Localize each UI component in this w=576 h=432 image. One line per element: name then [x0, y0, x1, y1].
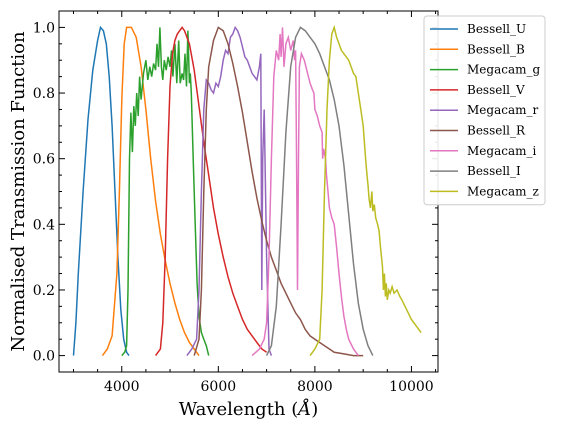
legend-frame: [423, 15, 546, 206]
x-tick-label: 8000: [297, 379, 333, 395]
series-line-megacam-r: [186, 25, 273, 357]
x-tick-label: 4000: [104, 379, 140, 395]
legend: Bessell_U Bessell_B Megacam_g Bessell_V Mega…: [423, 15, 546, 206]
series-line-megacam-z: [309, 24, 422, 357]
y-tick-label: 0.0: [33, 349, 55, 365]
series-layer: [72, 24, 422, 357]
series-line-megacam-i: [251, 27, 359, 357]
series-line-bessell-v: [154, 26, 268, 357]
x-axis-title-text: Wavelength (: [179, 399, 299, 420]
legend-label: Bessell_I: [467, 164, 521, 178]
legend-label: Bessell_B: [467, 42, 525, 56]
legend-label: Megacam_i: [467, 144, 536, 158]
x-axis-title-unit: Å: [296, 398, 311, 420]
series-line-bessell-r: [193, 26, 364, 357]
y-tick-label: 0.2: [33, 283, 55, 299]
x-tick-label: 6000: [201, 379, 237, 395]
series-line-megacam-g: [121, 27, 210, 357]
legend-label: Megacam_z: [467, 184, 539, 198]
legend-label: Bessell_R: [467, 124, 526, 138]
legend-label: Bessell_U: [467, 22, 526, 36]
series-line-bessell-b: [101, 26, 200, 357]
ticks-layer: 4000 6000 8000 10000 0.0 0.2 0.4 0.6 0.8 1.0: [33, 11, 438, 395]
series-line-bessell-u: [72, 25, 130, 357]
legend-label: Megacam_r: [467, 103, 538, 117]
y-tick-label: 0.6: [33, 152, 55, 168]
x-axis-title: Wavelength (Å): [179, 398, 319, 420]
y-tick-label: 1.0: [33, 20, 55, 36]
y-axis-title: Normalised Transmission Function: [8, 31, 29, 352]
x-axis-title-close: ): [311, 399, 318, 420]
legend-label: Megacam_g: [467, 63, 540, 77]
series-line-bessell-i: [265, 26, 374, 356]
y-tick-label: 0.4: [33, 217, 55, 233]
x-tick-label: 10000: [389, 379, 434, 395]
legend-label: Bessell_V: [467, 83, 525, 97]
y-tick-label: 0.8: [33, 86, 55, 102]
